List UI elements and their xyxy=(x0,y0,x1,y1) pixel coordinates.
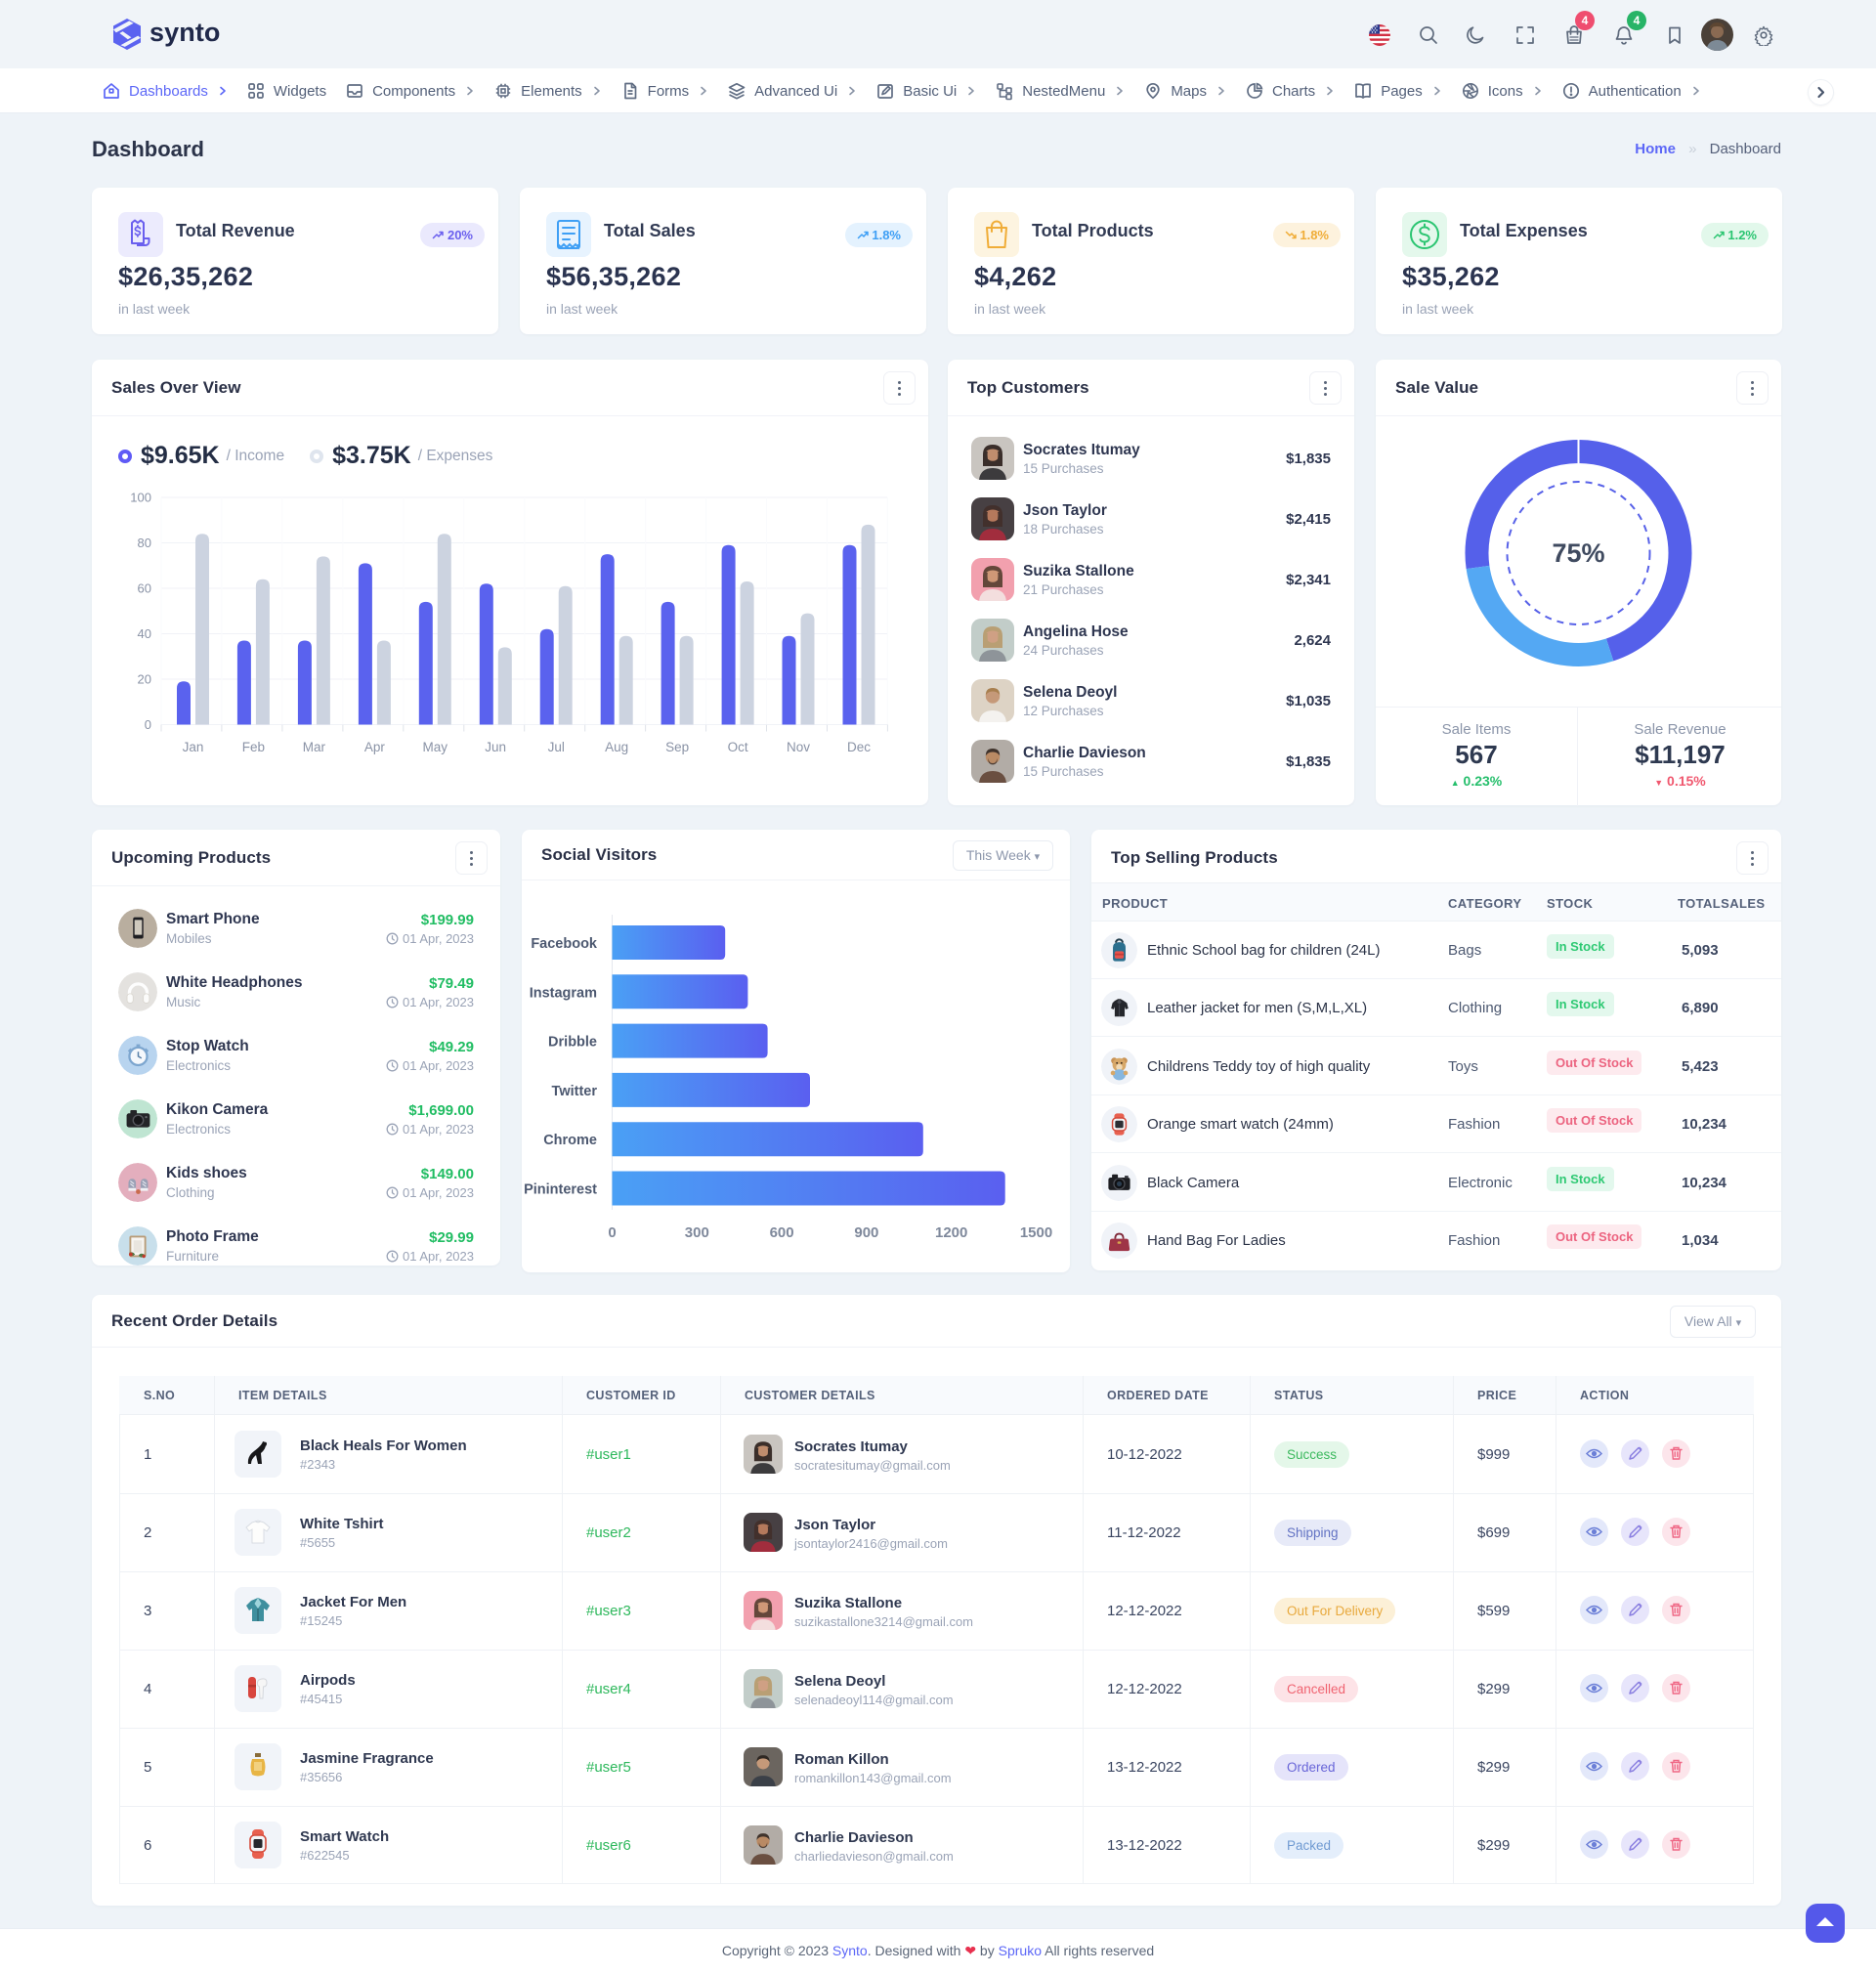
svg-text:1500: 1500 xyxy=(1020,1224,1052,1241)
svg-text:Mar: Mar xyxy=(303,740,326,754)
svg-text:20: 20 xyxy=(138,672,151,687)
svg-text:Jun: Jun xyxy=(485,740,506,754)
svg-text:40: 40 xyxy=(138,626,151,641)
svg-text:Nov: Nov xyxy=(787,740,810,754)
svg-text:Facebook: Facebook xyxy=(531,936,598,952)
svg-text:1200: 1200 xyxy=(935,1224,967,1241)
svg-text:0: 0 xyxy=(145,717,151,732)
svg-text:80: 80 xyxy=(138,536,151,550)
svg-text:Jul: Jul xyxy=(548,740,565,754)
svg-text:May: May xyxy=(423,740,448,754)
svg-text:Twitter: Twitter xyxy=(552,1084,598,1099)
svg-text:Instagram: Instagram xyxy=(530,985,597,1001)
svg-text:Jan: Jan xyxy=(183,740,204,754)
svg-text:100: 100 xyxy=(130,491,151,505)
svg-text:Apr: Apr xyxy=(364,740,386,754)
svg-text:60: 60 xyxy=(138,581,151,596)
svg-text:600: 600 xyxy=(770,1224,794,1241)
svg-text:900: 900 xyxy=(854,1224,878,1241)
svg-text:Sep: Sep xyxy=(665,740,689,754)
svg-text:Oct: Oct xyxy=(728,740,748,754)
svg-text:75%: 75% xyxy=(1552,538,1604,568)
svg-text:Dribble: Dribble xyxy=(548,1035,597,1051)
svg-text:Feb: Feb xyxy=(242,740,265,754)
svg-text:Pininterest: Pininterest xyxy=(524,1182,597,1198)
svg-text:0: 0 xyxy=(608,1224,616,1241)
svg-text:Dec: Dec xyxy=(847,740,871,754)
svg-text:Aug: Aug xyxy=(605,740,628,754)
svg-text:300: 300 xyxy=(685,1224,709,1241)
svg-text:Chrome: Chrome xyxy=(543,1133,597,1148)
